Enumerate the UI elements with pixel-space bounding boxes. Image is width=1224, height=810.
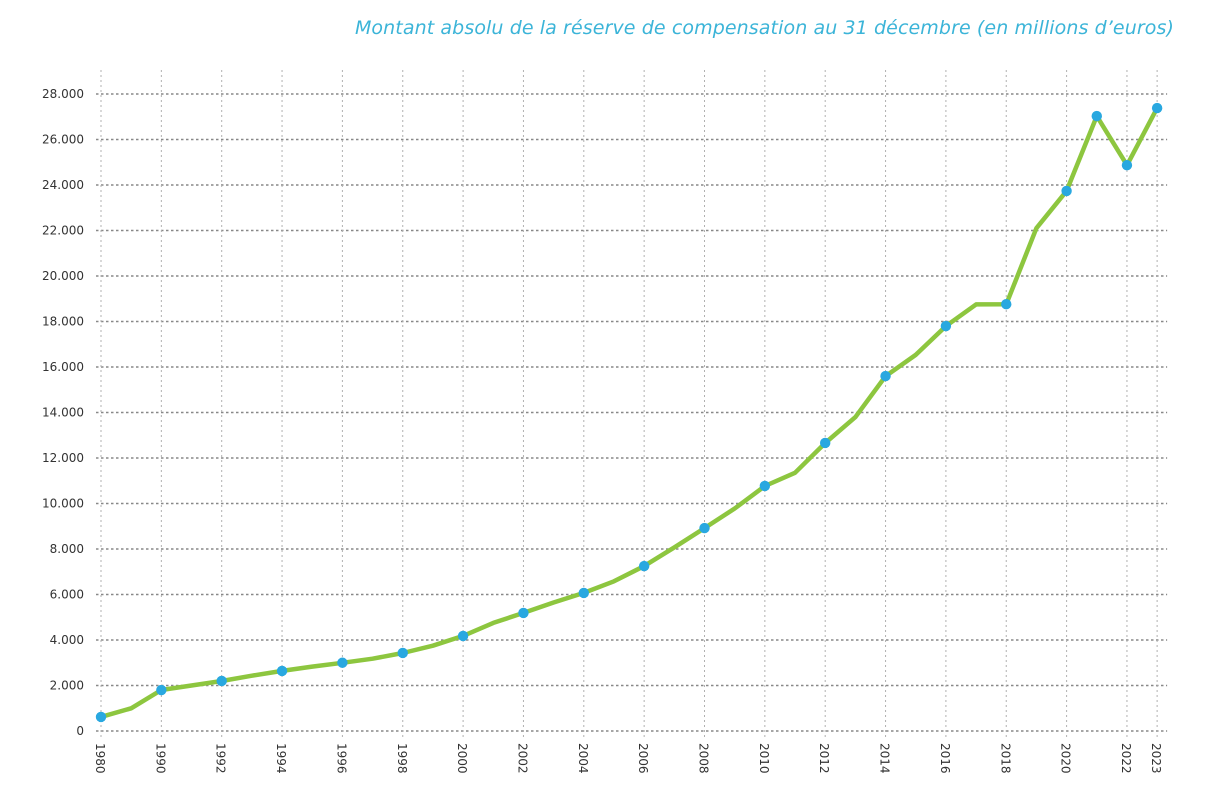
x-tick-label: 2006	[636, 743, 650, 774]
data-point-marker	[1151, 102, 1163, 114]
x-tick-label: 2000	[455, 743, 469, 774]
y-tick-label: 26.000	[42, 133, 84, 147]
data-point-marker	[638, 560, 650, 572]
x-tick-label: 1998	[395, 743, 409, 774]
x-tick-label: 1996	[334, 743, 348, 774]
y-tick-label: 24.000	[42, 178, 84, 192]
x-tick-label: 2002	[515, 743, 529, 774]
grid-lines	[96, 70, 1168, 740]
data-point-marker	[759, 480, 771, 492]
data-point-marker	[1121, 160, 1133, 171]
data-point-marker	[216, 675, 227, 687]
data-point-marker	[1061, 185, 1072, 197]
data-point-marker	[1091, 110, 1102, 122]
x-tick-label: 1990	[153, 743, 167, 774]
chart-title: Montant absolu de la réserve de compensa…	[354, 17, 1174, 39]
x-tick-label: 2016	[938, 743, 952, 774]
y-tick-label: 14.000	[42, 406, 84, 420]
y-tick-label: 12.000	[42, 451, 84, 465]
x-tick-label: 2008	[697, 743, 711, 774]
y-tick-label: 8.000	[50, 542, 84, 556]
y-tick-label: 20.000	[42, 269, 84, 283]
x-tick-label: 1980	[93, 743, 107, 774]
data-point-marker	[337, 657, 348, 668]
y-tick-label: 22.000	[42, 224, 84, 238]
data-point-marker	[578, 587, 589, 599]
x-tick-label: 2018	[998, 743, 1012, 774]
x-tick-label: 1994	[274, 743, 288, 774]
x-tick-label: 1992	[214, 743, 228, 774]
x-tick-label: 2023	[1149, 743, 1163, 774]
x-tick-label: 2010	[757, 743, 771, 774]
data-point-marker	[457, 630, 469, 642]
data-point-marker	[518, 607, 529, 619]
x-tick-label: 2020	[1059, 743, 1073, 774]
data-point-marker	[1001, 299, 1012, 310]
data-series	[95, 102, 1163, 723]
data-point-marker	[880, 370, 891, 382]
y-tick-label: 10.000	[42, 497, 84, 511]
x-tick-label: 2012	[817, 743, 831, 774]
series-line	[98, 105, 1160, 720]
y-tick-label: 28.000	[42, 87, 84, 101]
x-tick-label: 2004	[576, 743, 590, 774]
data-point-marker	[276, 665, 288, 677]
data-point-marker	[397, 647, 408, 659]
data-point-marker	[699, 522, 710, 534]
y-tick-label: 18.000	[42, 315, 84, 329]
y-tick-label: 2.000	[50, 679, 84, 693]
data-point-marker	[95, 711, 107, 723]
x-tick-label: 2022	[1119, 743, 1133, 774]
data-point-marker	[156, 684, 167, 696]
y-axis-ticks: 0 2.000 4.000 6.000 8.000 10.000 12.000 14.000 1…	[42, 87, 84, 738]
data-point-marker	[820, 437, 831, 449]
x-axis-ticks: 1980 1990 1992 1994 1996 1998 2000 2002 2004 2006…	[93, 743, 1163, 774]
y-tick-label: 0	[76, 724, 84, 738]
y-tick-label: 4.000	[50, 633, 84, 647]
x-tick-label: 2014	[878, 743, 892, 774]
data-point-marker	[940, 320, 952, 332]
y-tick-label: 16.000	[42, 360, 84, 374]
y-tick-label: 6.000	[50, 588, 84, 602]
